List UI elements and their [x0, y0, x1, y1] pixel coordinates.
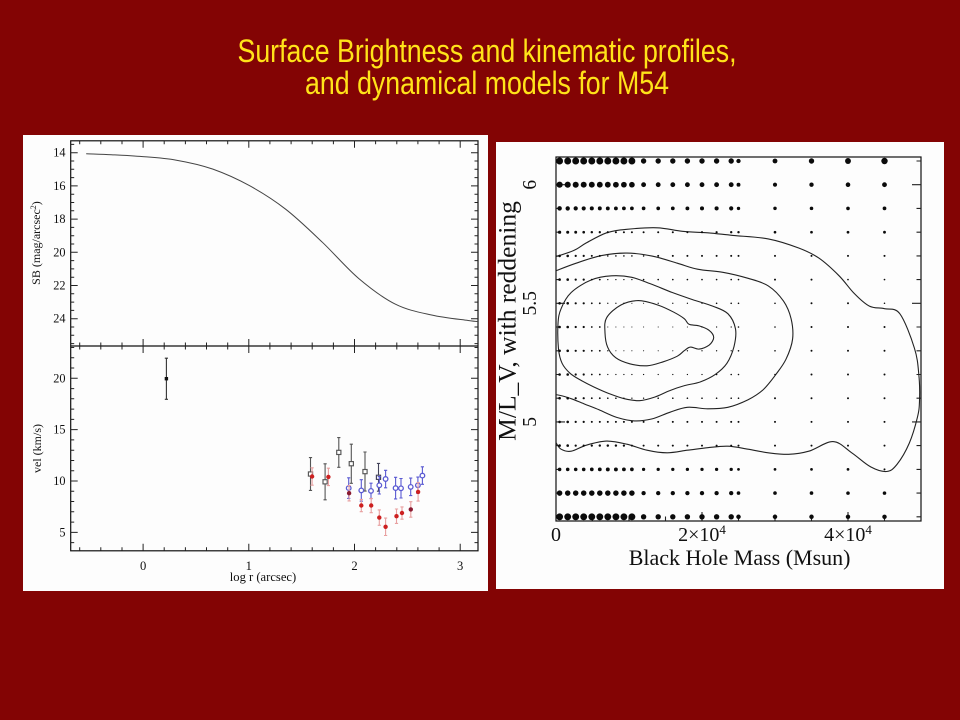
- svg-text:1: 1: [246, 559, 252, 573]
- svg-text:0: 0: [140, 559, 146, 573]
- svg-text:16: 16: [53, 179, 65, 193]
- svg-text:20: 20: [53, 245, 65, 259]
- svg-text:24: 24: [53, 312, 65, 326]
- svg-text:2×104: 2×104: [678, 522, 726, 546]
- svg-text:SB (mag/arcsec2): SB (mag/arcsec2): [29, 201, 44, 285]
- svg-text:3: 3: [457, 559, 463, 573]
- svg-text:20: 20: [53, 371, 65, 385]
- svg-text:log r (arcsec): log r (arcsec): [230, 570, 296, 584]
- svg-text:6: 6: [520, 180, 541, 190]
- svg-text:vel (km/s): vel (km/s): [30, 424, 44, 473]
- svg-text:5: 5: [520, 417, 541, 427]
- svg-text:M/L_V, with reddening: M/L_V, with reddening: [496, 201, 522, 441]
- svg-text:15: 15: [53, 423, 65, 437]
- svg-text:22: 22: [53, 279, 65, 293]
- svg-text:18: 18: [53, 212, 65, 226]
- svg-text:0: 0: [551, 524, 561, 546]
- svg-text:14: 14: [53, 146, 65, 160]
- svg-text:2: 2: [351, 559, 357, 573]
- svg-text:4×104: 4×104: [824, 522, 872, 546]
- svg-text:10: 10: [53, 474, 65, 488]
- svg-text:5.5: 5.5: [520, 291, 541, 315]
- svg-text:5: 5: [59, 525, 65, 539]
- svg-text:Black Hole Mass (Msun): Black Hole Mass (Msun): [629, 545, 851, 570]
